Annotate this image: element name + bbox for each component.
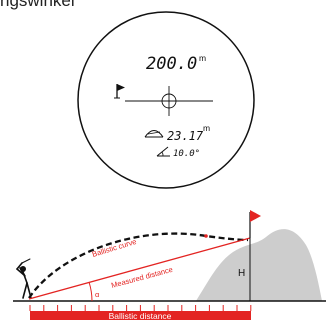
golfer-icon <box>16 258 32 299</box>
ballistic-value: 23.17 <box>167 129 204 143</box>
target-flag-icon <box>249 210 261 238</box>
hill-shape <box>196 229 322 301</box>
distance-unit: m <box>199 53 206 63</box>
flag-icon <box>114 84 125 99</box>
angle-icon <box>156 146 170 157</box>
measured-distance-label: Measured distance <box>110 265 174 290</box>
ballistic-distance-label: Ballistic distance <box>109 311 172 321</box>
measured-distance-line <box>28 237 251 300</box>
viewfinder-display: 200.0 m 23.17 m 10.0° <box>77 11 255 189</box>
angle-arc <box>88 281 93 302</box>
viewfinder-circle <box>77 11 255 189</box>
distance-value: 200.0 <box>146 54 197 74</box>
angle-value: 10.0° <box>173 149 200 159</box>
apex-marker <box>204 234 208 238</box>
ballistic-curve-label: Ballistic curve <box>91 237 137 259</box>
ballistic-diagram: H α Ballistic curve Measured distance Ba… <box>13 210 326 321</box>
crosshair-icon <box>125 86 213 116</box>
alpha-label: α <box>95 290 100 299</box>
ballistic-distance-ruler: Ballistic distance <box>29 305 252 321</box>
ballistic-arc-icon <box>144 130 164 138</box>
ballistic-curve <box>28 232 249 299</box>
cropped-title: ngswinkel <box>0 0 75 10</box>
ballistic-unit: m <box>203 123 210 133</box>
height-label: H <box>238 268 245 279</box>
